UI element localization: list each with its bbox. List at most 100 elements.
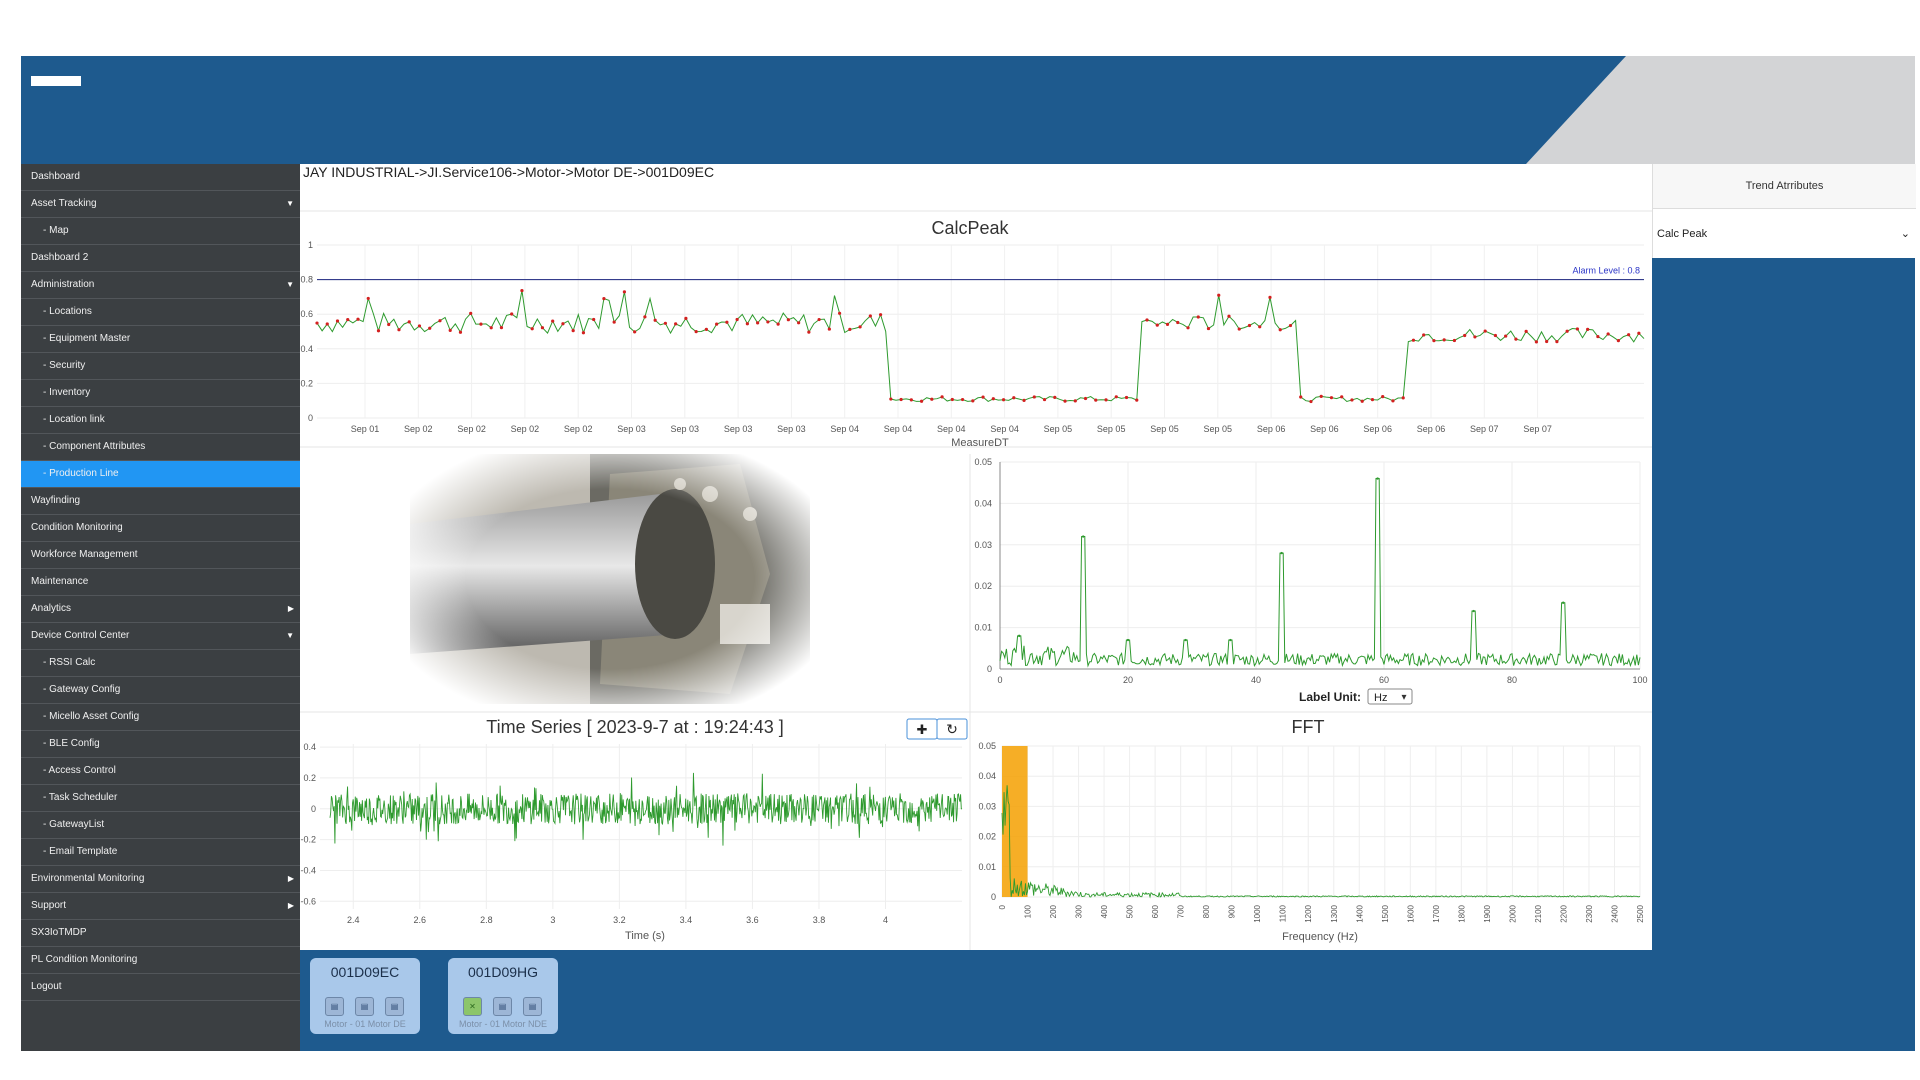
sidebar-item-security[interactable]: - Security	[21, 353, 300, 380]
device-card[interactable]: 001D09EC ▤ ▤ ▤ Motor - 01 Motor DE	[310, 958, 420, 1034]
calcpeak-point	[1227, 314, 1231, 318]
caret-right-icon: ▶	[287, 901, 294, 910]
sensor-icon[interactable]: ✕	[463, 997, 482, 1016]
x-tick-label: Sep 03	[724, 424, 753, 434]
calcpeak-point	[878, 313, 883, 317]
sidebar-item-equipment-master[interactable]: - Equipment Master	[21, 326, 300, 353]
sidebar-item-administration[interactable]: Administration ▼	[21, 272, 300, 299]
spectrum-peak-point	[1472, 609, 1475, 613]
calcpeak-series-line	[316, 290, 1645, 403]
sidebar-item-asset-tracking[interactable]: Asset Tracking ▼	[21, 191, 300, 218]
label-unit-value: Hz	[1374, 692, 1387, 704]
x-tick-label: 2.8	[480, 915, 493, 925]
sidebar-item-support[interactable]: Support ▶	[21, 893, 300, 920]
sensor-icon[interactable]: ▤	[385, 997, 404, 1016]
sidebar-item-map[interactable]: - Map	[21, 218, 300, 245]
sidebar-item-device-control-center[interactable]: Device Control Center ▼	[21, 623, 300, 650]
y-tick-label: 0.05	[978, 741, 996, 751]
spectrum-peak-point	[1562, 601, 1565, 604]
x-tick-label: 600	[1151, 904, 1160, 918]
calcpeak-point	[1432, 339, 1436, 343]
sidebar-item-micello-asset-config[interactable]: - Micello Asset Config	[21, 704, 300, 731]
sidebar-item-email-template[interactable]: - Email Template	[21, 839, 300, 866]
sidebar-item-component-attributes[interactable]: - Component Attributes	[21, 434, 300, 461]
x-tick-label: 0	[998, 904, 1007, 909]
calcpeak-point	[510, 312, 514, 316]
calcpeak-point	[1299, 395, 1303, 399]
x-tick-label: 700	[1177, 904, 1186, 918]
sidebar-item-access-control[interactable]: - Access Control	[21, 758, 300, 785]
calcpeak-point	[1012, 396, 1016, 400]
sidebar-item-location-link[interactable]: - Location link	[21, 407, 300, 434]
y-tick-label: 0.01	[978, 862, 996, 872]
sidebar-item-condition-monitoring[interactable]: Condition Monitoring	[21, 515, 300, 542]
label-unit-select[interactable]	[1367, 688, 1413, 705]
x-tick-label: Sep 05	[1150, 424, 1179, 434]
sidebar-item-label: - Security	[43, 360, 86, 371]
calcpeak-point	[1555, 340, 1559, 344]
calcpeak-point	[981, 395, 985, 399]
sidebar-item-production-line[interactable]: - Production Line	[21, 461, 300, 488]
chart-title: CalcPeak	[931, 218, 1009, 238]
sidebar-item-sx3iotmdp[interactable]: SX3IoTMDP	[21, 920, 300, 947]
sensor-icon[interactable]: ▤	[493, 997, 512, 1016]
calcpeak-point	[643, 315, 647, 319]
sidebar-item-dashboard[interactable]: Dashboard	[21, 164, 300, 191]
calcpeak-point	[1124, 395, 1129, 400]
sidebar-item-label: PL Condition Monitoring	[31, 954, 138, 965]
sidebar-item-task-scheduler[interactable]: - Task Scheduler	[21, 785, 300, 812]
spectrum-series-line	[999, 478, 1641, 668]
sidebar-item-label: Support	[31, 900, 67, 911]
x-tick-label: Sep 03	[617, 424, 646, 434]
calcpeak-point	[1340, 395, 1344, 399]
sidebar-item-label: Administration	[31, 279, 95, 290]
sensor-icon[interactable]: ▤	[523, 997, 542, 1016]
calcpeak-point	[1278, 328, 1282, 332]
trend-attribute-select[interactable]: Calc Peak ⌄	[1653, 208, 1916, 258]
sidebar-item-workforce-management[interactable]: Workforce Management	[21, 542, 300, 569]
sidebar-item-gateway-config[interactable]: - Gateway Config	[21, 677, 300, 704]
sidebar-item-ble-config[interactable]: - BLE Config	[21, 731, 300, 758]
sidebar-item-label: Logout	[31, 981, 62, 992]
caret-right-icon: ▶	[287, 874, 294, 883]
x-tick-label: 80	[1507, 675, 1517, 685]
sidebar-item-label: - BLE Config	[43, 738, 100, 749]
reset-zoom-button[interactable]	[936, 718, 968, 740]
x-axis-label: Time (s)	[625, 930, 665, 942]
x-tick-label: Sep 02	[404, 424, 433, 434]
calcpeak-point	[930, 397, 934, 401]
sensor-icon[interactable]: ▤	[355, 997, 374, 1016]
fft-title: FFT	[1292, 717, 1325, 737]
sidebar-item-label: Analytics	[31, 603, 72, 614]
calcpeak-point	[827, 327, 831, 331]
calcpeak-point	[725, 320, 729, 324]
sidebar-item-inventory[interactable]: - Inventory	[21, 380, 300, 407]
calcpeak-point	[551, 319, 555, 323]
calcpeak-point	[1606, 332, 1610, 336]
sidebar-item-analytics[interactable]: Analytics ▶	[21, 596, 300, 623]
calcpeak-point	[1586, 327, 1590, 331]
x-tick-label: 300	[1075, 904, 1084, 918]
sidebar-item-gatewaylist[interactable]: - GatewayList	[21, 812, 300, 839]
x-tick-label: 2500	[1636, 904, 1645, 922]
sidebar-item-dashboard-2[interactable]: Dashboard 2	[21, 245, 300, 272]
device-card[interactable]: 001D09HG ✕ ▤ ▤ Motor - 01 Motor NDE	[448, 958, 558, 1034]
sidebar-item-locations[interactable]: - Locations	[21, 299, 300, 326]
sidebar-item-maintenance[interactable]: Maintenance	[21, 569, 300, 596]
sensor-icon[interactable]: ▤	[325, 997, 344, 1016]
x-tick-label: Sep 03	[671, 424, 700, 434]
x-tick-label: Sep 02	[457, 424, 486, 434]
sidebar-item-environmental-monitoring[interactable]: Environmental Monitoring ▶	[21, 866, 300, 893]
calcpeak-point	[592, 317, 596, 322]
calcpeak-point	[663, 321, 668, 325]
calcpeak-point	[1411, 338, 1416, 342]
x-tick-label: 3.4	[680, 915, 693, 925]
sidebar-item-label: - Locations	[43, 306, 92, 317]
sidebar-item-logout[interactable]: Logout	[21, 974, 300, 1001]
sidebar-item-wayfinding[interactable]: Wayfinding	[21, 488, 300, 515]
y-tick-label: 0	[991, 892, 996, 902]
header-diagonal-decoration	[1526, 56, 1915, 164]
y-tick-label: 0	[311, 804, 316, 814]
sidebar-item-pl-condition-monitoring[interactable]: PL Condition Monitoring	[21, 947, 300, 974]
sidebar-item-rssi-calc[interactable]: - RSSI Calc	[21, 650, 300, 677]
